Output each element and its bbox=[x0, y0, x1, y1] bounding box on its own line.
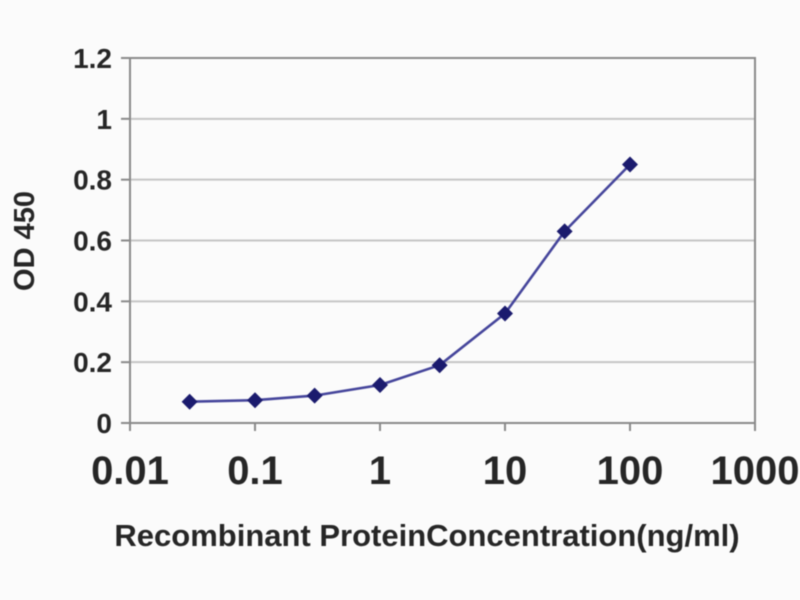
data-series bbox=[181, 156, 638, 410]
y-tick-label: 0 bbox=[96, 408, 112, 439]
x-tick-labels: 0.01 0.1 1 10 100 1000 bbox=[91, 449, 799, 493]
data-point-marker bbox=[181, 393, 198, 410]
x-axis-title: Recombinant ProteinConcentration(ng/ml) bbox=[114, 518, 739, 553]
y-tick-label: 1 bbox=[96, 104, 112, 135]
data-point-marker bbox=[306, 387, 323, 404]
y-axis-title: OD 450 bbox=[9, 191, 41, 291]
x-tick-label: 0.01 bbox=[91, 449, 169, 493]
data-point-marker bbox=[431, 357, 448, 374]
data-point-marker bbox=[247, 392, 263, 409]
data-point-marker bbox=[556, 223, 573, 240]
y-tick-label: 0.8 bbox=[73, 165, 112, 196]
data-point-marker bbox=[622, 156, 638, 173]
y-tick-label: 1.2 bbox=[73, 43, 112, 74]
x-tick-label: 0.1 bbox=[227, 449, 283, 493]
x-tick-label: 10 bbox=[483, 449, 528, 493]
y-tick-labels: 0 0.2 0.4 0.6 0.8 1 1.2 bbox=[73, 43, 112, 439]
y-tick-label: 0.6 bbox=[73, 226, 112, 257]
x-tick-label: 1000 bbox=[711, 449, 800, 493]
y-tick-label: 0.4 bbox=[73, 286, 112, 317]
x-tick-label: 1 bbox=[369, 449, 391, 493]
series-line bbox=[189, 163, 631, 403]
data-point-marker bbox=[497, 305, 513, 322]
data-point-marker bbox=[372, 376, 388, 393]
x-tick-label: 100 bbox=[597, 449, 664, 493]
gridlines bbox=[130, 117, 755, 364]
axis-tick-marks bbox=[121, 57, 756, 431]
y-tick-label: 0.2 bbox=[73, 347, 112, 378]
